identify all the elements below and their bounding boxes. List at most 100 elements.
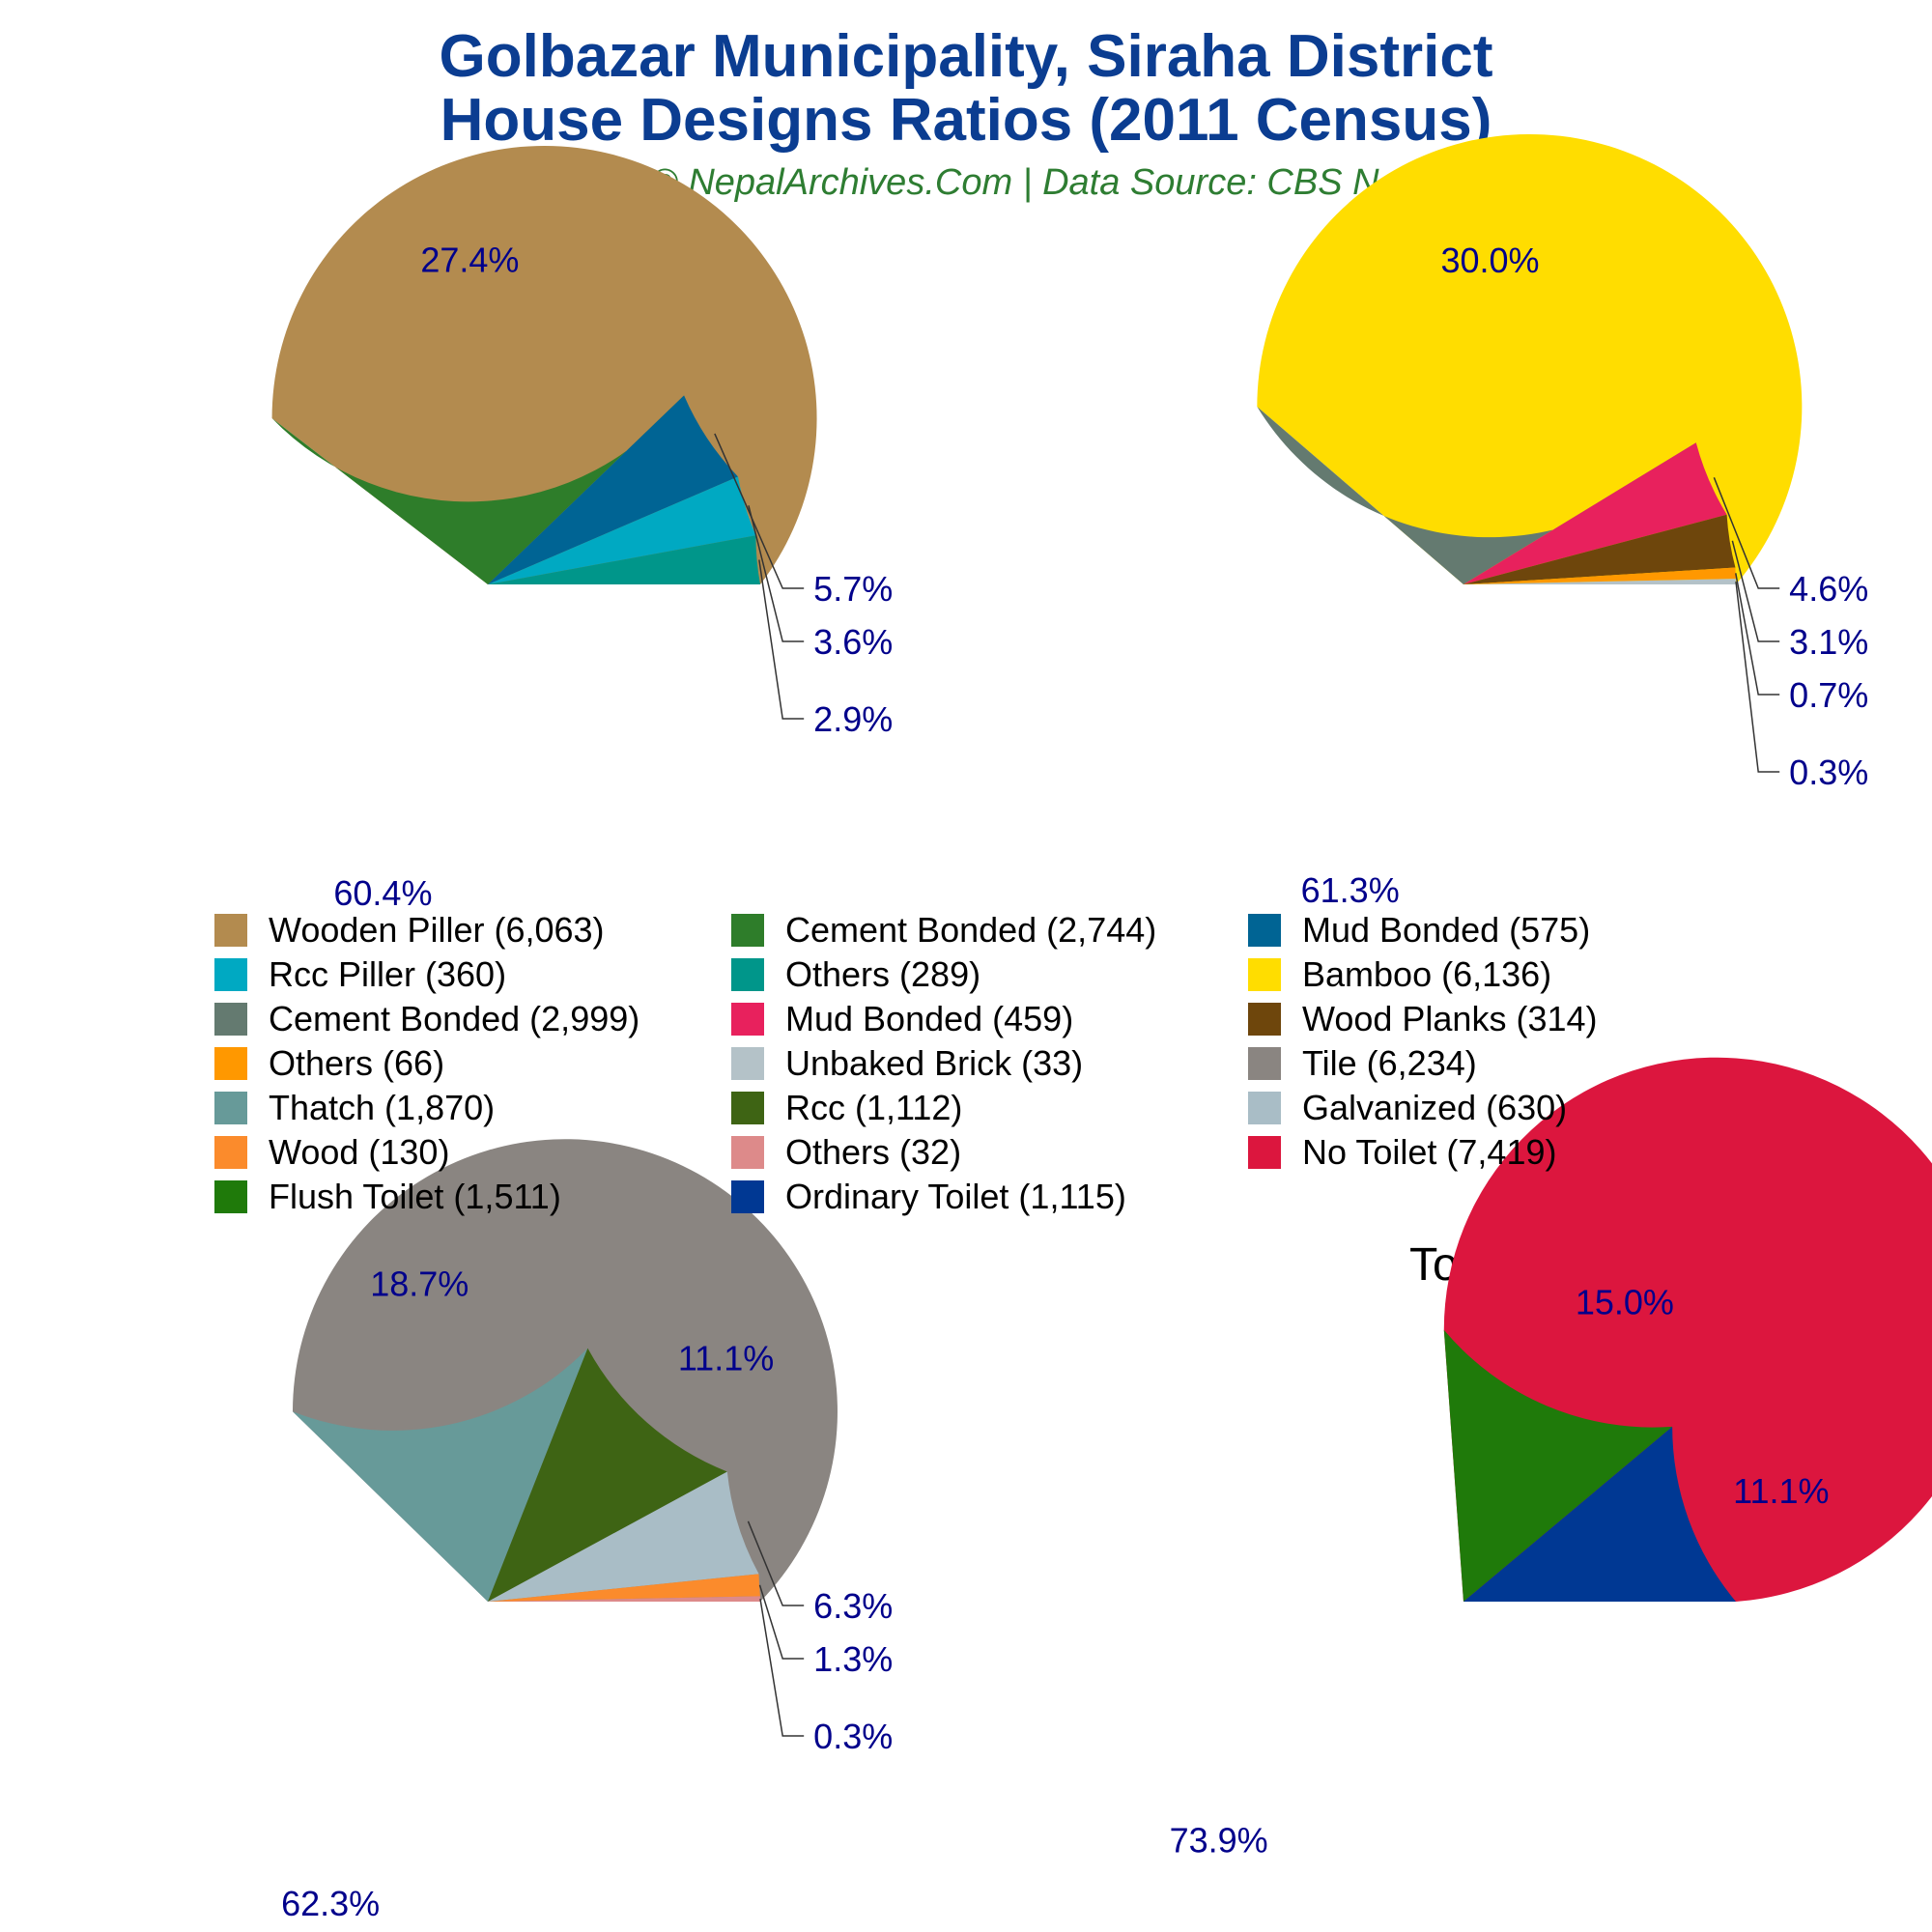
- legend-label: Unbaked Brick (33): [785, 1043, 1084, 1083]
- legend-label: Wooden Piller (6,063): [269, 910, 605, 950]
- legend-swatch: [731, 1047, 764, 1080]
- legend-item: Thatch (1,870): [214, 1086, 731, 1130]
- pie-chart-toilet: Toilet73.9%15.0%11.1%: [1170, 1057, 1932, 1861]
- legend-item: Rcc (1,112): [731, 1086, 1248, 1130]
- pct-label-wall-bamboo: 61.3%: [1301, 870, 1400, 910]
- legend-item: No Toilet (7,419): [1248, 1130, 1828, 1175]
- pct-label-toilet-flush-toilet: 15.0%: [1576, 1283, 1674, 1322]
- legend-item: Rcc Piller (360): [214, 952, 731, 997]
- pct-label-wall-others: 0.7%: [1789, 675, 1868, 715]
- pct-label-roof-galvanized: 6.3%: [813, 1586, 893, 1626]
- pct-label-toilet-no-toilet: 73.9%: [1170, 1821, 1268, 1861]
- legend-item: Wood (130): [214, 1130, 731, 1175]
- leader-line-roof-others: [759, 1599, 805, 1737]
- legend-swatch: [1248, 1092, 1281, 1124]
- legend-item: Ordinary Toilet (1,115): [731, 1175, 1248, 1219]
- legend-label: Galvanized (630): [1302, 1088, 1568, 1127]
- pct-label-foundation-mud-bonded: 5.7%: [813, 569, 893, 609]
- legend-swatch: [214, 1092, 247, 1124]
- legend-label: No Toilet (7,419): [1302, 1132, 1557, 1172]
- legend-label: Tile (6,234): [1302, 1043, 1477, 1083]
- legend-item: Others (66): [214, 1041, 731, 1086]
- pct-label-foundation-rcc-piller: 3.6%: [813, 622, 893, 662]
- pct-label-wall-mud-bonded: 4.6%: [1789, 569, 1868, 609]
- legend-item: Cement Bonded (2,999): [214, 997, 731, 1041]
- legend-swatch: [214, 958, 247, 991]
- legend-swatch: [731, 1136, 764, 1169]
- legend-item: Bamboo (6,136): [1248, 952, 1828, 997]
- pct-label-wall-wood-planks: 3.1%: [1789, 622, 1868, 662]
- legend-label: Thatch (1,870): [269, 1088, 496, 1127]
- legend-item: Cement Bonded (2,744): [731, 908, 1248, 952]
- pct-label-wall-unbaked-brick: 0.3%: [1789, 753, 1868, 792]
- legend-swatch: [1248, 914, 1281, 947]
- legend-label: Wood (130): [269, 1132, 450, 1172]
- pct-label-foundation-others: 2.9%: [813, 699, 893, 739]
- legend-label: Cement Bonded (2,999): [269, 999, 640, 1038]
- legend-label: Rcc Piller (360): [269, 954, 507, 994]
- chart-header: Golbazar Municipality, Siraha District H…: [0, 0, 1932, 204]
- pct-label-wall-cement-bonded: 30.0%: [1440, 241, 1539, 280]
- pct-label-foundation-wooden-piller: 60.4%: [333, 873, 432, 913]
- pct-label-foundation-cement-bonded: 27.4%: [420, 241, 519, 280]
- slice-wall-mud-bonded: [1463, 442, 1727, 584]
- legend-item: Wood Planks (314): [1248, 997, 1828, 1041]
- legend-item: Others (289): [731, 952, 1248, 997]
- pie-chart-foundation: Foundation60.4%27.4%5.7%3.6%2.9%: [271, 145, 893, 913]
- slice-foundation-mud-bonded: [488, 395, 739, 584]
- legend-item: Mud Bonded (459): [731, 997, 1248, 1041]
- slice-roof-galvanized: [488, 1471, 759, 1602]
- leader-line-foundation-mud-bonded: [714, 433, 805, 589]
- legend-label: Bamboo (6,136): [1302, 954, 1552, 994]
- legend-swatch: [1248, 1047, 1281, 1080]
- title-line-2: House Designs Ratios (2011 Census): [440, 87, 1492, 154]
- legend-item: Galvanized (630): [1248, 1086, 1828, 1130]
- pct-label-roof-rcc: 11.1%: [678, 1339, 774, 1378]
- pct-label-roof-tile: 62.3%: [281, 1884, 380, 1923]
- legend-label: Others (66): [269, 1043, 445, 1083]
- legend-item: Tile (6,234): [1248, 1041, 1828, 1086]
- slice-wall-cement-bonded: [1257, 406, 1696, 584]
- pct-label-roof-wood: 1.3%: [813, 1639, 893, 1679]
- slice-foundation-cement-bonded: [271, 395, 685, 584]
- slice-roof-rcc: [488, 1348, 727, 1602]
- title-line-1: Golbazar Municipality, Siraha District: [439, 23, 1493, 90]
- legend-label: Mud Bonded (575): [1302, 910, 1591, 950]
- pct-label-toilet-ordinary-toilet: 11.1%: [1733, 1471, 1829, 1511]
- legend-swatch: [214, 1047, 247, 1080]
- pct-label-roof-thatch: 18.7%: [370, 1264, 469, 1304]
- leader-line-wall-unbaked-brick: [1735, 581, 1780, 773]
- leader-line-foundation-others: [758, 559, 805, 720]
- slice-toilet-ordinary-toilet: [1463, 1426, 1736, 1602]
- leader-line-wall-others: [1735, 573, 1780, 696]
- legend-swatch: [731, 1003, 764, 1036]
- legend-item: Flush Toilet (1,511): [214, 1175, 731, 1219]
- legend-label: Cement Bonded (2,744): [785, 910, 1157, 950]
- legend-swatch: [1248, 1003, 1281, 1036]
- legend-swatch: [214, 1136, 247, 1169]
- legend-label: Mud Bonded (459): [785, 999, 1074, 1038]
- pie-chart-roof: Roof62.3%18.7%11.1%6.3%1.3%0.3%: [281, 1139, 893, 1923]
- slice-toilet-flush-toilet: [1443, 1329, 1673, 1602]
- slice-foundation-rcc-piller: [488, 476, 756, 584]
- pie-chart-wall: Wall61.3%30.0%4.6%3.1%0.7%0.3%: [1257, 133, 1868, 910]
- legend-swatch: [214, 1180, 247, 1213]
- leader-line-foundation-rcc-piller: [748, 505, 805, 642]
- legend-swatch: [731, 1092, 764, 1124]
- legend-swatch: [1248, 958, 1281, 991]
- legend: Wooden Piller (6,063) Cement Bonded (2,74…: [214, 908, 1915, 1219]
- slice-wall-wood-planks: [1463, 514, 1736, 584]
- legend-label: Rcc (1,112): [785, 1088, 963, 1127]
- legend-item: Wooden Piller (6,063): [214, 908, 731, 952]
- leader-line-roof-galvanized: [747, 1520, 805, 1606]
- slice-roof-thatch: [292, 1348, 588, 1602]
- leader-line-roof-wood: [758, 1584, 805, 1660]
- legend-swatch: [731, 914, 764, 947]
- legend-swatch: [214, 1003, 247, 1036]
- legend-swatch: [731, 1180, 764, 1213]
- legend-swatch: [731, 958, 764, 991]
- slice-foundation-others: [488, 535, 760, 584]
- legend-swatch: [1248, 1136, 1281, 1169]
- leader-line-wall-wood-planks: [1731, 540, 1780, 642]
